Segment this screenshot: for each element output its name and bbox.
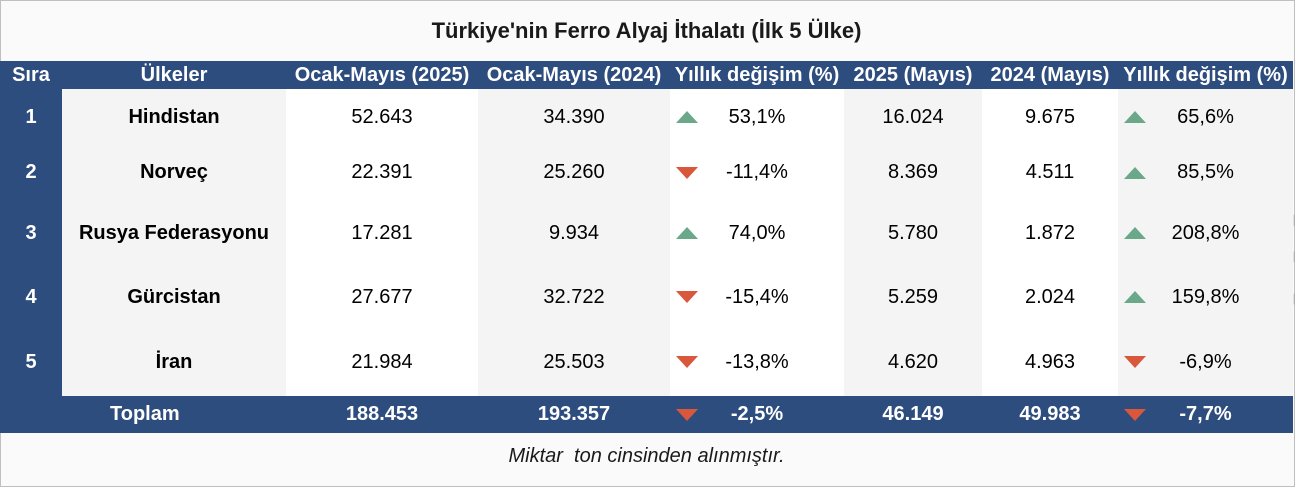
footnote: Miktar ton cinsinden alınmıştır.: [508, 445, 785, 467]
country-cell: Rusya Federasyonu: [62, 200, 286, 266]
triangle-up-icon: [1124, 111, 1146, 123]
header-jan-may-2025: Ocak-Mayıs (2025): [286, 61, 478, 89]
may-2025-cell: 4.620: [844, 328, 982, 396]
triangle-down-icon: [1124, 408, 1146, 421]
may-2025-cell: 8.369: [844, 145, 982, 200]
triangle-down-icon: [676, 408, 698, 421]
annual-change-1-cell: 74,0%: [670, 200, 844, 266]
annual-change-2-cell: 159,8%: [1118, 266, 1293, 328]
total-annual-change-2: -7,7%: [1118, 396, 1293, 433]
jan-may-2024-cell: 32.722: [478, 266, 670, 328]
rank-cell: 3: [0, 200, 62, 266]
triangle-down-icon: [1124, 356, 1146, 368]
annual-change-2-cell: 85,5%: [1118, 145, 1293, 200]
annual-change-1-cell: -13,8%: [670, 328, 844, 396]
total-row: Toplam 188.453 193.357 -2,5% 46.149 49.9…: [0, 396, 1293, 433]
triangle-up-icon: [1124, 291, 1146, 303]
jan-may-2025-cell: 27.677: [286, 266, 478, 328]
total-jan-may-2025: 188.453: [286, 396, 478, 433]
change-value: 159,8%: [1171, 285, 1240, 308]
may-2024-cell: 9.675: [982, 89, 1118, 145]
annual-change-2-cell: 208,8%: [1118, 200, 1293, 266]
total-may-2025: 46.149: [844, 396, 982, 433]
change-value: -11,4%: [726, 161, 788, 183]
jan-may-2024-cell: 25.260: [478, 145, 670, 200]
may-2025-cell: 5.780: [844, 200, 982, 266]
annual-change-1-cell: -15,4%: [670, 266, 844, 328]
total-jan-may-2024: 193.357: [478, 396, 670, 433]
rank-cell: 4: [0, 266, 62, 328]
header-may-2025: 2025 (Mayıs): [844, 61, 982, 89]
may-2024-cell: 2.024: [982, 266, 1118, 328]
jan-may-2024-cell: 25.503: [478, 328, 670, 396]
page-title: Türkiye'nin Ferro Alyaj İthalatı (İlk 5 …: [431, 17, 862, 43]
annual-change-2-cell: -6,9%: [1118, 328, 1293, 396]
change-value: 65,6%: [1177, 105, 1234, 128]
total-annual-change-1: -2,5%: [670, 396, 844, 433]
change-value: -6,9%: [1179, 350, 1232, 373]
jan-may-2025-cell: 22.391: [286, 145, 478, 200]
jan-may-2025-cell: 17.281: [286, 200, 478, 266]
rank-cell: 1: [0, 89, 62, 145]
change-value: 208,8%: [1171, 221, 1240, 244]
header-row: Sıra Ülkeler Ocak-Mayıs (2025) Ocak-Mayı…: [0, 61, 1293, 89]
country-cell: İran: [62, 328, 286, 396]
table-row: 2 Norveç 22.391 25.260 -11,4% 8.369 4.51…: [0, 145, 1293, 200]
table-row: 3 Rusya Federasyonu 17.281 9.934 74,0% 5…: [0, 200, 1293, 266]
change-value: -15,4%: [725, 285, 789, 308]
may-2024-cell: 1.872: [982, 200, 1118, 266]
jan-may-2024-cell: 34.390: [478, 89, 670, 145]
change-value: -2,5%: [730, 403, 784, 425]
data-table: Sıra Ülkeler Ocak-Mayıs (2025) Ocak-Mayı…: [0, 61, 1293, 433]
country-cell: Hindistan: [62, 89, 286, 145]
change-value: 74,0%: [728, 221, 786, 244]
triangle-down-icon: [676, 166, 698, 179]
jan-may-2025-cell: 52.643: [286, 89, 478, 145]
may-2024-cell: 4.511: [982, 145, 1118, 200]
change-value: 53,1%: [728, 105, 786, 128]
table-row: 4 Gürcistan 27.677 32.722 -15,4% 5.259 2…: [0, 266, 1293, 328]
header-may-2024: 2024 (Mayıs): [982, 61, 1118, 89]
table-row: 5 İran 21.984 25.503 -13,8% 4.620 4.963 …: [0, 328, 1293, 396]
annual-change-2-cell: 65,6%: [1118, 89, 1293, 145]
country-cell: Norveç: [62, 145, 286, 200]
may-2025-cell: 5.259: [844, 266, 982, 328]
header-jan-may-2024: Ocak-Mayıs (2024): [478, 61, 670, 89]
change-value: -7,7%: [1179, 403, 1232, 425]
jan-may-2024-cell: 9.934: [478, 200, 670, 266]
table-row: 1 Hindistan 52.643 34.390 53,1% 16.024 9…: [0, 89, 1293, 145]
rank-cell: 2: [0, 145, 62, 200]
change-value: 85,5%: [1177, 161, 1234, 183]
may-2024-cell: 4.963: [982, 328, 1118, 396]
header-rank: Sıra: [0, 61, 62, 89]
annual-change-1-cell: -11,4%: [670, 145, 844, 200]
total-may-2024: 49.983: [982, 396, 1118, 433]
triangle-down-icon: [676, 291, 698, 303]
change-value: -13,8%: [725, 350, 789, 373]
triangle-down-icon: [676, 356, 698, 368]
header-annual-change-2: Yıllık değişim (%): [1118, 61, 1293, 89]
jan-may-2025-cell: 21.984: [286, 328, 478, 396]
annual-change-1-cell: 53,1%: [670, 89, 844, 145]
header-annual-change-1: Yıllık değişim (%): [670, 61, 844, 89]
triangle-up-icon: [676, 227, 698, 239]
triangle-up-icon: [676, 111, 698, 123]
triangle-up-icon: [1124, 227, 1146, 239]
header-country: Ülkeler: [62, 61, 286, 89]
rank-cell: 5: [0, 328, 62, 396]
country-cell: Gürcistan: [62, 266, 286, 328]
may-2025-cell: 16.024: [844, 89, 982, 145]
triangle-up-icon: [1124, 166, 1146, 179]
total-label: Toplam: [0, 396, 286, 433]
